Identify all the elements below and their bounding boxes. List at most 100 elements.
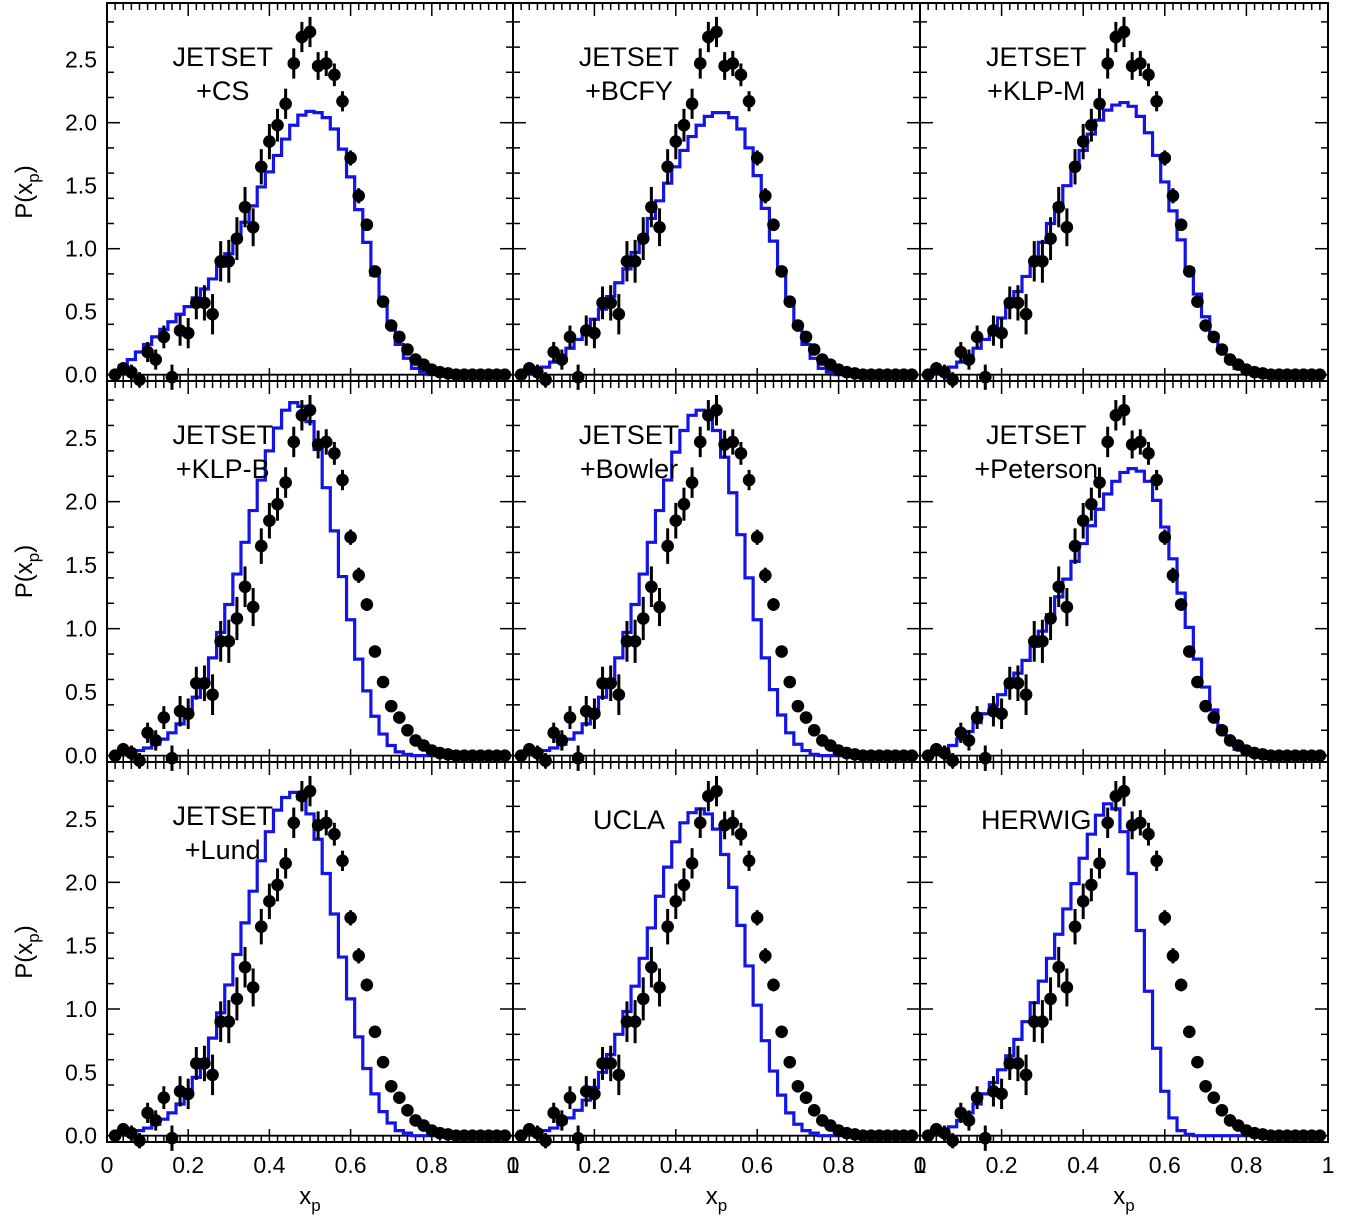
x-tick-label: 0.2: [578, 1152, 610, 1178]
data-point: [1174, 978, 1188, 992]
x-axis-title-main: x: [1113, 1183, 1125, 1210]
data-point: [1166, 569, 1180, 582]
data-point: [149, 1114, 163, 1127]
y-tick-label: 0.0: [65, 362, 97, 388]
data-point: [661, 160, 674, 174]
data-point: [125, 365, 138, 379]
panel-7: JETSET +Lund: [106, 761, 514, 1151]
y-tick-label: 1.0: [65, 996, 97, 1022]
y-tick-label: 2.5: [65, 425, 97, 451]
data-point: [1174, 598, 1188, 611]
data-point: [157, 330, 171, 344]
data-point: [238, 580, 252, 594]
data-point: [230, 232, 244, 245]
data-point: [636, 232, 650, 245]
panel-label-line: JETSET: [172, 42, 273, 72]
data-point: [344, 911, 357, 925]
data-point: [157, 1091, 171, 1104]
data-point: [938, 746, 951, 760]
data-point: [693, 435, 707, 449]
data-point: [279, 476, 292, 489]
data-points: [108, 394, 512, 771]
y-axis-title-main: P(x: [11, 562, 38, 598]
data-point: [376, 675, 390, 689]
data-point: [1019, 1068, 1033, 1082]
data-points: [921, 16, 1327, 390]
data-point: [726, 57, 740, 70]
data-point: [401, 1104, 414, 1117]
data-point: [1142, 447, 1155, 460]
data-point: [669, 895, 683, 908]
data-point: [254, 160, 268, 174]
y-axis-title: P(xp): [11, 925, 43, 978]
data-point: [677, 878, 691, 892]
ticks: [512, 3, 921, 381]
panel-label: JETSET +KLP-B: [172, 420, 273, 484]
data-point: [271, 118, 284, 132]
ticks: [512, 381, 921, 762]
y-tick-label: 1.0: [65, 616, 97, 642]
panel-label: JETSET +Bowler: [579, 420, 680, 484]
data-point: [1207, 1091, 1221, 1104]
panel-label-line: JETSET: [579, 420, 680, 450]
data-point: [125, 746, 138, 760]
data-point: [368, 265, 382, 278]
data-point: [401, 723, 414, 737]
data-point: [181, 707, 195, 721]
data-point: [1060, 981, 1074, 994]
data-point: [1093, 476, 1106, 489]
data-point: [1060, 220, 1074, 234]
data-point: [368, 645, 382, 658]
panel-3: JETSET +KLP-M: [919, 2, 1329, 390]
data-point: [1060, 600, 1074, 614]
data-point: [539, 754, 552, 768]
data-point: [669, 514, 683, 527]
data-point: [1085, 497, 1098, 511]
data-point: [742, 473, 756, 487]
data-point: [1068, 539, 1082, 553]
data-point: [133, 373, 146, 387]
data-point: [133, 754, 146, 768]
data-point: [799, 1091, 813, 1104]
data-point: [230, 992, 244, 1006]
data-point: [685, 97, 699, 111]
data-point: [393, 1091, 406, 1104]
data-point: [206, 1068, 219, 1082]
data-point: [1150, 854, 1163, 868]
data-point: [198, 1057, 211, 1070]
data-point: [401, 343, 414, 356]
data-point: [726, 435, 740, 449]
panel-label-line: +BCFY: [585, 76, 673, 106]
panel-5: JETSET +Bowler: [512, 380, 921, 771]
data-point: [246, 220, 260, 234]
data-point: [775, 645, 788, 658]
panel-frame: [512, 380, 921, 763]
data-point: [742, 94, 756, 108]
data-point: [328, 827, 341, 841]
model-histogram: [517, 408, 916, 758]
data-point: [1150, 473, 1163, 487]
data-point: [230, 612, 244, 625]
data-point: [498, 368, 512, 382]
model-histogram: [111, 400, 509, 758]
data-point: [1199, 699, 1212, 713]
data-point: [319, 435, 333, 449]
x-axis-title-sub: p: [311, 1196, 320, 1215]
data-point: [393, 711, 406, 724]
data-point: [303, 403, 317, 417]
data-point: [254, 920, 268, 933]
x-axis-title: xp: [1113, 1183, 1134, 1215]
data-point: [1011, 676, 1025, 690]
data-point: [628, 635, 642, 648]
data-point: [1313, 1129, 1327, 1142]
data-point: [328, 68, 341, 82]
data-point: [1199, 319, 1212, 332]
data-point: [742, 854, 756, 868]
ticks: [512, 762, 921, 1142]
x-tick-label: 0: [507, 1152, 520, 1178]
data-point: [1044, 612, 1057, 625]
data-point: [653, 981, 666, 994]
data-point: [1191, 675, 1204, 689]
data-point: [783, 675, 797, 689]
data-point: [767, 598, 780, 611]
